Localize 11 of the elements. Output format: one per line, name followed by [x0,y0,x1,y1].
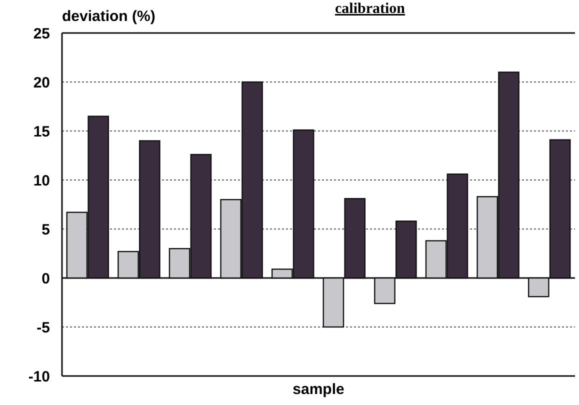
y-tick-label: 0 [42,270,50,288]
y-tick-label: -5 [36,319,50,336]
y-tick-label: 20 [33,74,50,92]
y-tick-label: 5 [42,221,50,238]
y-tick-label: 15 [33,123,50,140]
y-tick-label: 25 [33,25,50,42]
chart-title: calibration [335,1,406,17]
y-axis-title: deviation (%) [62,8,156,25]
x-axis-title: sample [292,381,344,398]
y-tick-label: -10 [28,368,50,386]
y-tick-label: 10 [33,172,50,190]
